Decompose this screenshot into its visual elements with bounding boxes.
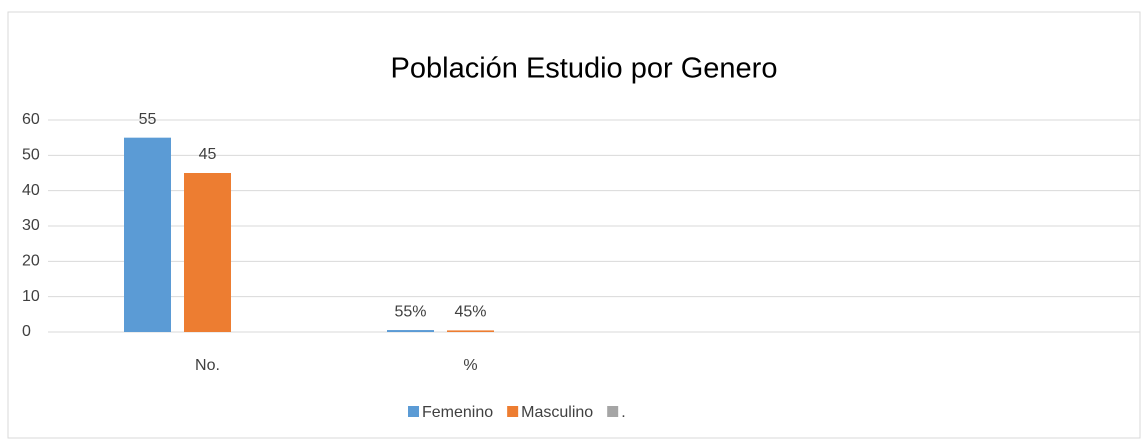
legend-label: Masculino <box>521 404 593 421</box>
legend-swatch <box>607 406 619 417</box>
y-tick-label: 40 <box>22 182 40 199</box>
bar <box>387 330 434 332</box>
bar <box>124 137 171 332</box>
data-label: 55% <box>394 303 426 320</box>
legend-swatch <box>408 406 419 417</box>
data-label: 55 <box>139 111 157 128</box>
legend-swatch <box>507 406 519 417</box>
legend-label: Femenino <box>422 404 493 421</box>
chart-title: Población Estudio por Genero <box>391 53 778 85</box>
legend-label: . <box>621 404 625 421</box>
bar <box>184 173 231 332</box>
y-tick-label: 30 <box>22 217 40 234</box>
x-tick-label: No. <box>195 357 220 374</box>
x-tick-label: % <box>463 357 477 374</box>
y-tick-label: 0 <box>22 323 31 340</box>
bar <box>447 330 494 332</box>
y-tick-label: 10 <box>22 288 40 305</box>
data-label: 45 <box>199 146 217 163</box>
y-tick-label: 20 <box>22 253 40 270</box>
y-tick-label: 60 <box>22 111 40 128</box>
data-label: 45% <box>454 304 486 321</box>
y-tick-label: 50 <box>22 147 40 164</box>
